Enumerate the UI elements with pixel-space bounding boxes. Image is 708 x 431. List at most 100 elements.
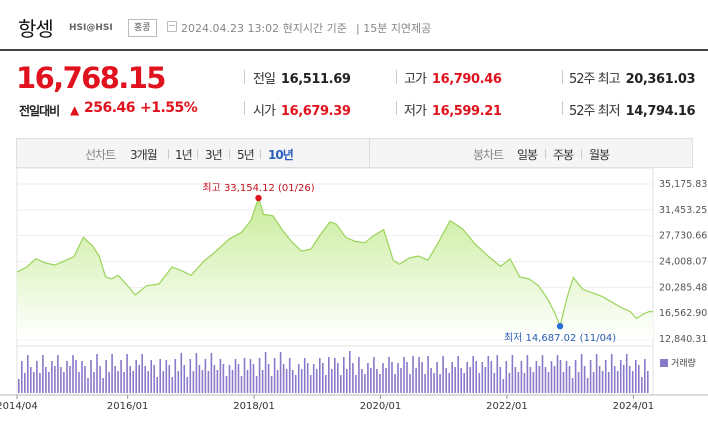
stat-52w-low: 52주 최저 14,794.16 bbox=[569, 100, 696, 119]
volume-bar bbox=[96, 354, 98, 393]
volume-bar bbox=[219, 359, 222, 393]
period-3y-button[interactable]: 3년 bbox=[205, 148, 223, 162]
volume-bar bbox=[580, 354, 583, 393]
volume-bar bbox=[204, 359, 207, 393]
volume-bar bbox=[60, 367, 62, 393]
volume-bar bbox=[544, 367, 547, 393]
volume-bar bbox=[99, 366, 101, 393]
price-chart: 35,175.83 31,453.25 27,730.66 24,008.07 20,2… bbox=[0, 168, 708, 412]
volume-bar bbox=[210, 353, 213, 393]
tab-divider bbox=[581, 149, 582, 159]
stat-divider bbox=[244, 70, 245, 84]
volume-bar bbox=[66, 361, 68, 393]
volume-bar bbox=[84, 366, 86, 393]
volume-bar bbox=[177, 371, 180, 393]
volume-bar bbox=[27, 355, 29, 393]
volume-bar bbox=[255, 376, 258, 393]
stat-divider bbox=[396, 101, 397, 115]
volume-bar bbox=[48, 372, 50, 393]
volume-bar bbox=[409, 374, 411, 393]
stat-open: 시가 16,679.39 bbox=[253, 100, 351, 119]
volume-bar bbox=[306, 363, 309, 393]
period-1y-button[interactable]: 1년 bbox=[175, 148, 193, 162]
volume-bar bbox=[147, 371, 149, 393]
volume-bar bbox=[358, 357, 360, 393]
volume-bar bbox=[598, 366, 601, 393]
volume-bar bbox=[481, 362, 484, 393]
volume-bar bbox=[282, 364, 285, 393]
volume-bar bbox=[451, 362, 453, 393]
period-5y-button[interactable]: 5년 bbox=[237, 148, 255, 162]
volume-bar bbox=[156, 377, 158, 393]
volume-bar bbox=[141, 354, 143, 393]
volume-bar bbox=[520, 361, 523, 393]
volume-bar bbox=[529, 367, 532, 393]
high-marker bbox=[255, 194, 262, 202]
volume-bar bbox=[138, 365, 140, 393]
volume-bar bbox=[607, 372, 610, 393]
volume-bar bbox=[454, 367, 456, 393]
volume-bar bbox=[565, 361, 568, 393]
volume-bar bbox=[442, 356, 444, 393]
volume-bar bbox=[406, 362, 408, 393]
stat-label: 고가 bbox=[404, 72, 427, 87]
stat-label: 52주 최저 bbox=[569, 104, 621, 119]
period-10y-button[interactable]: 10년 bbox=[268, 148, 294, 162]
volume-bar bbox=[370, 368, 372, 393]
current-price: 16,768.15 bbox=[16, 61, 166, 95]
volume-bar bbox=[493, 373, 496, 393]
volume-bar bbox=[270, 376, 273, 393]
delay-notice: | 15분 지연제공 bbox=[356, 22, 432, 35]
tab-divider bbox=[197, 149, 198, 159]
y-tick-label: 31,453.25 bbox=[659, 205, 707, 216]
volume-bar bbox=[57, 355, 59, 393]
volume-bar bbox=[162, 371, 165, 393]
stat-value: 20,361.03 bbox=[625, 72, 696, 87]
volume-bar bbox=[523, 373, 526, 393]
candle-daily-button[interactable]: 일봉 bbox=[517, 148, 538, 162]
volume-bar bbox=[511, 355, 514, 393]
up-arrow-icon: ▲ bbox=[70, 103, 80, 117]
volume-bar bbox=[541, 355, 544, 393]
volume-bar bbox=[616, 371, 619, 393]
stat-prev-close: 전일 16,511.69 bbox=[253, 68, 351, 87]
candle-weekly-button[interactable]: 주봉 bbox=[553, 148, 574, 162]
price-area bbox=[17, 198, 653, 339]
volume-bar bbox=[51, 361, 53, 393]
x-tick-label: 2014/04 bbox=[0, 401, 38, 412]
volume-bar bbox=[288, 358, 291, 393]
volume-bar bbox=[379, 374, 381, 393]
volume-bar bbox=[475, 361, 477, 393]
volume-bar bbox=[105, 360, 107, 393]
volume-bar bbox=[517, 372, 520, 393]
stat-value: 16,790.46 bbox=[431, 72, 502, 87]
volume-bar bbox=[487, 356, 490, 393]
candle-monthly-button[interactable]: 월봉 bbox=[589, 148, 610, 162]
volume-bar bbox=[285, 369, 288, 393]
volume-bar bbox=[189, 359, 192, 393]
volume-bar bbox=[129, 366, 131, 393]
volume-bar bbox=[635, 360, 637, 393]
volume-bar bbox=[114, 366, 116, 393]
x-tick-label: 2024/01 bbox=[613, 401, 655, 412]
volume-bar bbox=[382, 363, 384, 393]
volume-bar bbox=[638, 365, 640, 393]
volume-bar bbox=[412, 356, 414, 393]
volume-bar bbox=[388, 357, 390, 393]
volume-bar bbox=[610, 354, 613, 393]
volume-bar bbox=[535, 361, 538, 393]
y-tick-label: 27,730.66 bbox=[659, 231, 707, 242]
volume-bar bbox=[273, 358, 276, 393]
period-3m-button[interactable]: 3개월 bbox=[130, 148, 158, 162]
volume-bar bbox=[234, 359, 237, 393]
volume-bar bbox=[144, 366, 146, 393]
volume-bar bbox=[319, 358, 321, 393]
volume-bar bbox=[508, 373, 511, 393]
x-tick-label: 2022/01 bbox=[486, 401, 528, 412]
volume-bar bbox=[300, 369, 303, 393]
volume-bar bbox=[87, 378, 89, 393]
volume-bar bbox=[267, 364, 270, 393]
volume-bar bbox=[228, 365, 231, 393]
volume-bar bbox=[613, 366, 616, 393]
volume-bar bbox=[258, 358, 261, 393]
